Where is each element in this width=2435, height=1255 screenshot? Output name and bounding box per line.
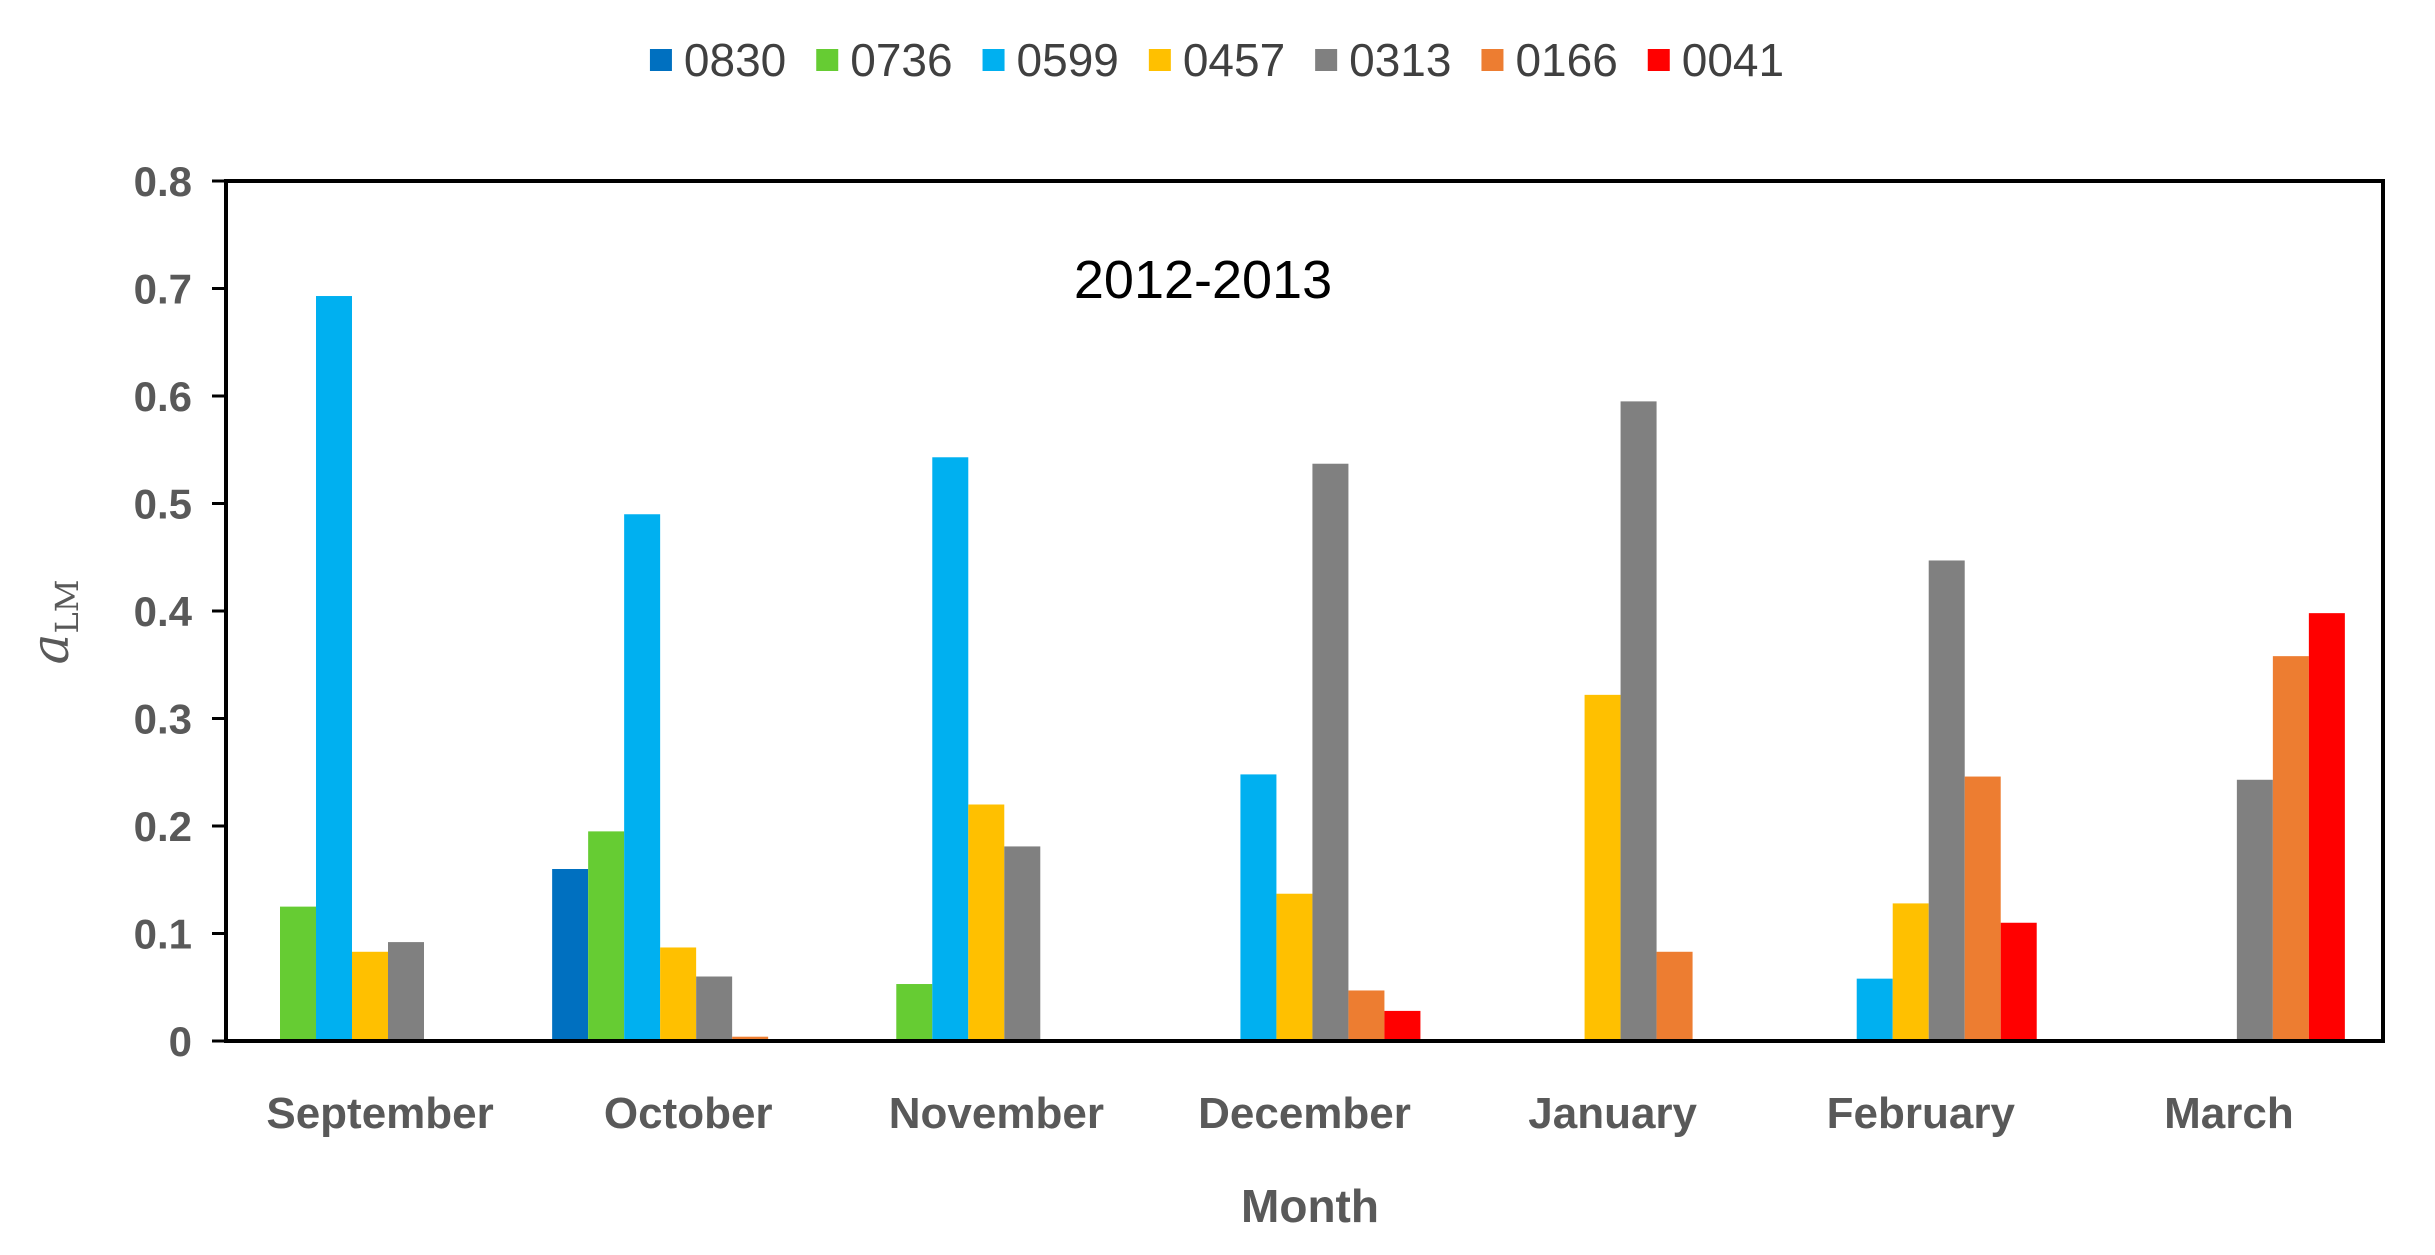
x-axis-categories: September October November December January F… — [266, 1089, 2293, 1138]
bar-0166 — [1348, 990, 1385, 1041]
legend-swatch — [1647, 49, 1670, 71]
legend-label: 0736 — [850, 34, 952, 86]
x-category-label: January — [1528, 1089, 1697, 1138]
x-category-label: March — [2164, 1089, 2294, 1138]
legend-swatch — [649, 49, 672, 71]
legend-label: 0041 — [1682, 34, 1784, 86]
y-tick-label: 0.4 — [134, 588, 193, 635]
y-tick-label: 0.6 — [134, 373, 192, 420]
y-axis-ticks: 0 0.1 0.2 0.3 0.4 0.5 0.6 0.7 0.8 — [134, 158, 226, 1065]
x-category-label: September — [266, 1089, 493, 1138]
bar-0599 — [316, 296, 352, 1041]
bar-0599 — [1240, 774, 1277, 1041]
y-axis-title: aLM — [21, 579, 86, 664]
legend-label: 0830 — [684, 34, 786, 86]
y-tick-label: 0.3 — [134, 696, 192, 743]
bar-0736 — [588, 831, 625, 1041]
bar-0313 — [696, 976, 733, 1041]
bar-0599 — [1856, 978, 1893, 1041]
legend-label: 0313 — [1349, 34, 1451, 86]
bar-0313 — [1620, 401, 1657, 1041]
bars — [280, 296, 2345, 1042]
legend-swatch — [816, 49, 839, 71]
legend-label: 0599 — [1017, 34, 1119, 86]
x-category-label: November — [889, 1089, 1104, 1138]
bar-0166 — [732, 1036, 769, 1041]
legend: 0830 0736 0599 0457 0313 0166 0041 — [649, 34, 1784, 86]
bar-0166 — [2272, 656, 2309, 1041]
bar-0457 — [660, 947, 697, 1041]
bar-0457 — [1276, 893, 1313, 1041]
y-tick-label: 0.5 — [134, 481, 192, 528]
bar-0313 — [388, 942, 424, 1041]
bar-0166 — [1964, 776, 2001, 1041]
x-axis-title: Month — [1241, 1180, 1379, 1232]
bar-0457 — [968, 804, 1005, 1041]
bar-0313 — [2236, 779, 2273, 1041]
y-tick-label: 0.8 — [134, 158, 192, 205]
bar-0736 — [896, 984, 933, 1041]
y-tick-label: 0.1 — [134, 911, 192, 958]
x-category-label: December — [1198, 1089, 1411, 1138]
bar-0313 — [1312, 463, 1349, 1042]
bar-0599 — [624, 514, 661, 1041]
y-axis-title-subscript: LM — [48, 579, 86, 633]
x-category-label: October — [604, 1089, 773, 1138]
bar-0041 — [2308, 613, 2345, 1041]
bar-0457 — [352, 951, 388, 1041]
bar-0599 — [932, 457, 969, 1041]
bar-0313 — [1004, 846, 1041, 1041]
bar-0457 — [1584, 694, 1621, 1041]
bar-0313 — [1928, 560, 1965, 1041]
chart-annotation: 2012-2013 — [1074, 250, 1332, 310]
legend-label: 0457 — [1183, 34, 1285, 86]
y-tick-label: 0.2 — [134, 803, 192, 850]
bar-0830 — [552, 869, 589, 1041]
bar-0041 — [1384, 1010, 1421, 1041]
plot-area-frame — [224, 179, 2385, 1043]
legend-swatch — [982, 49, 1005, 71]
bar-0457 — [1892, 903, 1929, 1041]
y-axis-title-main: a — [21, 634, 81, 665]
y-tick-label: 0 — [169, 1018, 192, 1065]
legend-swatch — [1315, 49, 1338, 71]
bar-0041 — [2000, 922, 2037, 1041]
x-category-label: February — [1827, 1089, 2016, 1138]
legend-swatch — [1481, 49, 1504, 71]
legend-label: 0166 — [1515, 34, 1617, 86]
bar-0736 — [280, 906, 316, 1041]
bar-0166 — [1656, 951, 1693, 1041]
legend-swatch — [1148, 49, 1171, 71]
y-tick-label: 0.7 — [134, 266, 192, 313]
